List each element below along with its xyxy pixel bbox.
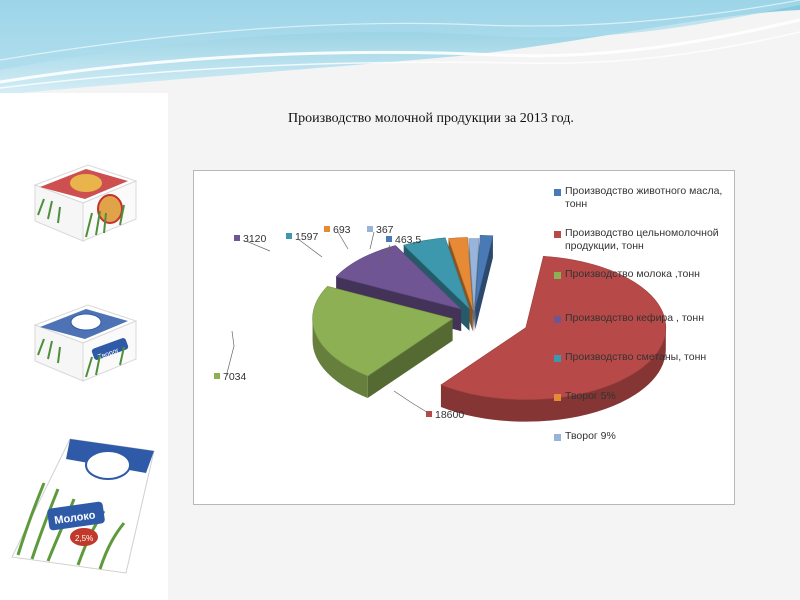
pie-chart: 463,5 18600 7034 3120 1597 693 367 [214,224,667,422]
leader-line [369,231,375,250]
legend-item: Творог 5% [554,390,616,403]
data-label: 7034 [223,371,247,383]
leader-line [225,330,235,378]
pie-slice-top [312,285,454,377]
legend-item: Производство кефира , тонн [554,312,704,325]
top-wave-decoration [0,0,800,100]
pie-slice-top [468,238,480,311]
pie-slice-top [448,237,474,310]
legend-label: Производство животного масла, тонн [565,185,723,210]
legend-item: Производство сметаны, тонн [554,351,706,364]
milk-pack-image: Молоко 2,5% [11,438,155,574]
legend-item: Производство цельномолочной продукции, т… [554,227,734,253]
pie-chart-frame: 463,5 18600 7034 3120 1597 693 367 Производств… [193,170,735,505]
milk-pack-label: Молоко [54,509,97,527]
leader-line [393,390,431,415]
data-label-marker [324,226,330,232]
legend-swatch [554,231,561,238]
legend-swatch [554,434,561,441]
data-label: 367 [376,224,394,236]
leader-line [297,238,323,258]
legend-label: Творог 9% [565,430,616,442]
data-label-marker [286,233,292,239]
legend-swatch [554,189,561,196]
butter-box-image [33,164,138,242]
legend-label: Производство молока ,тонн [565,268,700,280]
data-label-marker [386,236,392,242]
data-label-marker [426,411,432,417]
data-label: 18600 [435,409,464,421]
data-label: 463,5 [395,234,421,246]
data-label-marker [234,235,240,241]
pie-slice-top [474,234,494,308]
legend-swatch [554,316,561,323]
leader-line [379,244,391,267]
pie-slice-2 [440,255,667,422]
data-label-marker [214,373,220,379]
legend-item: Производство животного масла, тонн [554,185,734,211]
pie-slice-top [403,237,470,309]
data-label: 693 [333,224,351,236]
milk-pack-fat-label: 2,5% [75,534,93,543]
tvorog-box-image: Творог [33,304,138,382]
legend-label: Производство цельномолочной продукции, т… [565,227,719,252]
pie-slice-wall [473,238,479,333]
legend-item: Производство молока ,тонн [554,268,700,281]
data-label: 1597 [295,231,319,243]
slide-title: Производство молочной продукции за 2013 … [288,111,574,126]
pie-slice-side [312,318,368,398]
product-images-panel: Творог Молоко 2,5% [0,93,168,600]
legend-item: Творог 9% [554,430,616,443]
pie-slice-top [440,255,667,400]
data-label: 3120 [243,233,267,245]
legend-label: Творог 5% [565,390,616,402]
legend-swatch [554,394,561,401]
legend-swatch [554,272,561,279]
pie-slice-1 [474,234,494,330]
legend-swatch [554,355,561,362]
pie-slice-wall [475,235,493,330]
pie-slice-top [335,245,463,310]
data-label-marker [367,226,373,232]
legend-label: Производство кефира , тонн [565,312,704,324]
legend-label: Производство сметаны, тонн [565,351,707,363]
pie-slice-wall [367,318,453,398]
leader-line [337,231,349,250]
leader-line [245,240,271,252]
pie-slice-3 [312,285,454,398]
